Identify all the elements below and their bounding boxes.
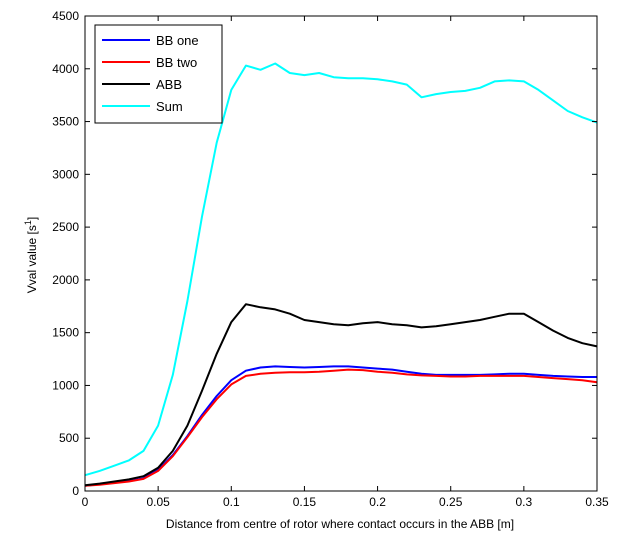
x-tick-label: 0.25: [439, 495, 463, 509]
y-tick-label: 3500: [52, 115, 79, 129]
y-axis-label-main: Vval value [s: [25, 225, 39, 293]
y-tick-label: 2000: [52, 273, 79, 287]
y-axis-label: Vval value [s1]: [23, 217, 39, 293]
y-tick-label: 4000: [52, 62, 79, 76]
series-line-abb: [84, 303, 598, 487]
x-tick-label: 0.05: [146, 495, 170, 509]
x-tick-label: 0.15: [293, 495, 317, 509]
legend: BB one BB two ABB Sum: [94, 24, 223, 124]
y-axis-label-close: ]: [25, 217, 39, 220]
x-tick-label: 0.35: [585, 495, 609, 509]
plot-frame: [84, 15, 598, 492]
x-tick-label: 0: [82, 495, 89, 509]
y-axis-ticks: 0 500 1000 1500 2000 2500 3000 3500 4000 4500: [52, 9, 597, 498]
series-line-bb-two: [84, 368, 598, 487]
legend-label: Sum: [156, 99, 183, 114]
x-axis-ticks: 0 0.05 0.1 0.15 0.2 0.25 0.3 0.35: [82, 16, 609, 509]
y-tick-label: 1500: [52, 326, 79, 340]
x-tick-label: 0.3: [516, 495, 533, 509]
x-tick-label: 0.1: [223, 495, 240, 509]
series-layer: [84, 62, 598, 487]
series-line-sum: [84, 62, 598, 477]
y-tick-label: 2500: [52, 220, 79, 234]
y-tick-label: 500: [59, 431, 79, 445]
y-tick-label: 3000: [52, 167, 79, 181]
x-tick-label: 0.2: [369, 495, 386, 509]
x-axis-label: Distance from centre of rotor where cont…: [166, 517, 514, 531]
legend-label: BB two: [156, 55, 197, 70]
legend-label: BB one: [156, 33, 199, 48]
y-tick-label: 4500: [52, 9, 79, 23]
y-tick-label: 0: [72, 484, 79, 498]
y-axis-label-superscript: 1: [23, 220, 33, 225]
y-tick-label: 1000: [52, 378, 79, 392]
legend-label: ABB: [156, 77, 182, 92]
